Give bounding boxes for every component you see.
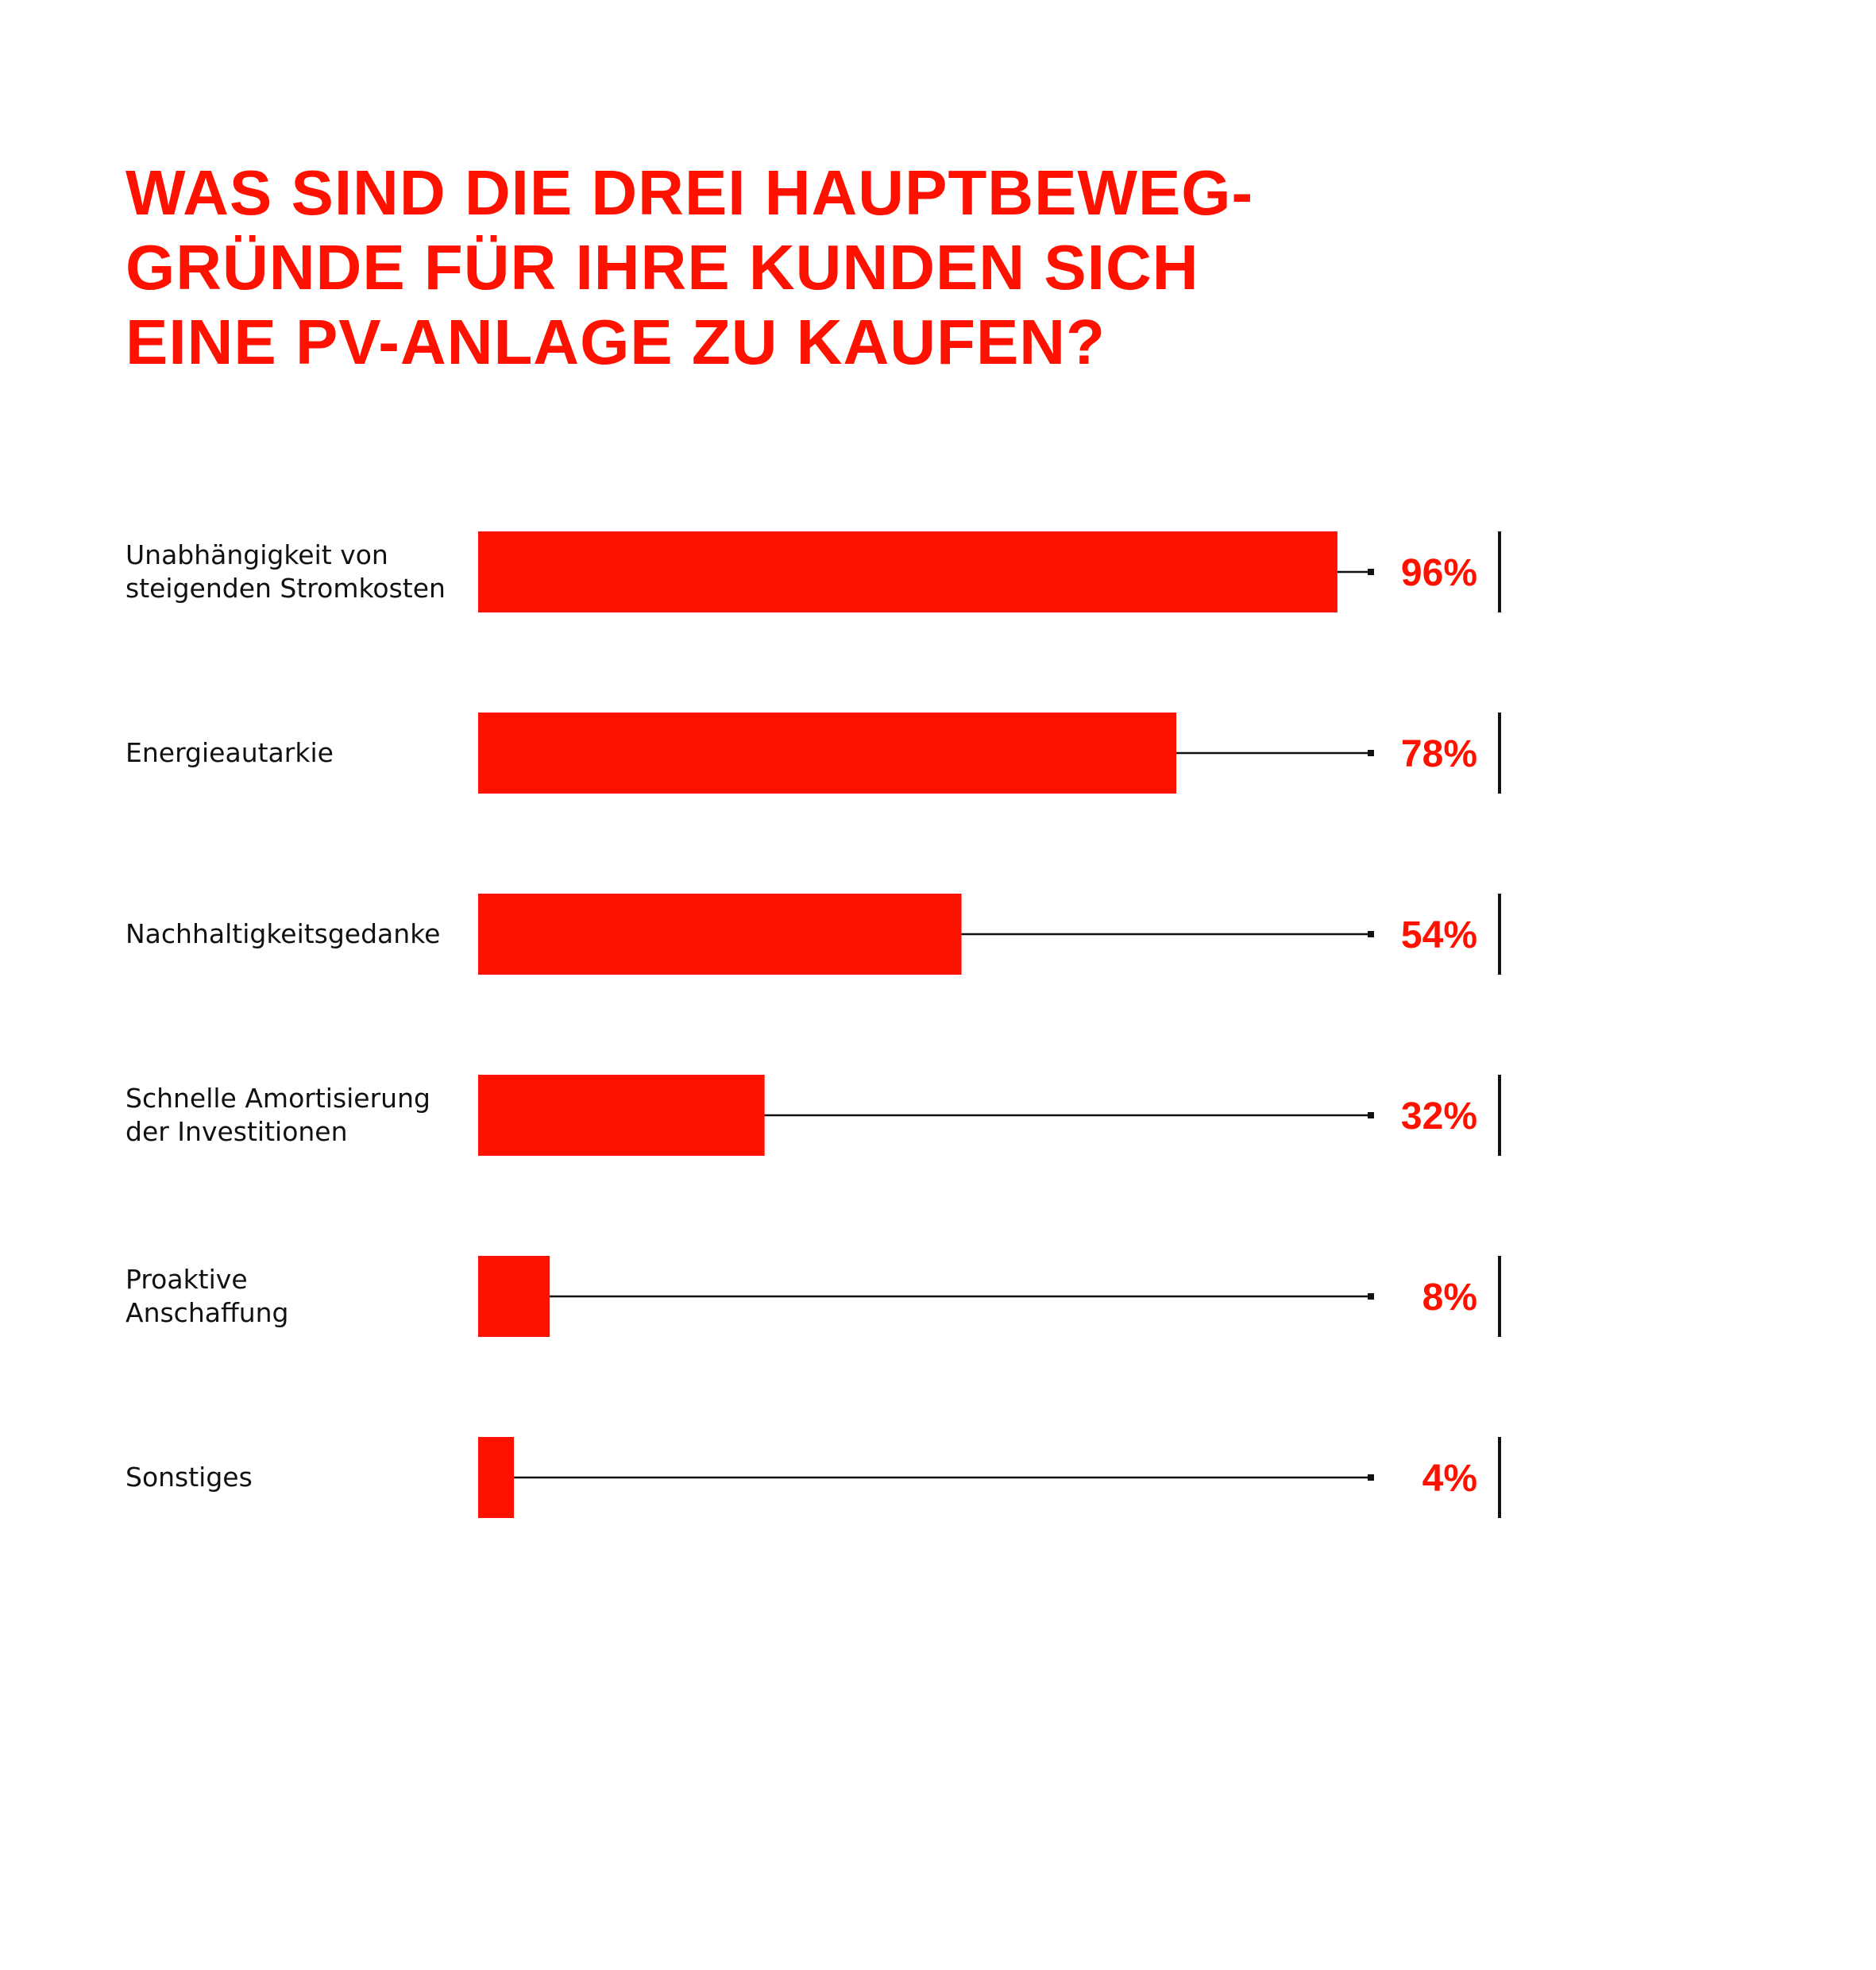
bar [478, 894, 962, 975]
connector-end-marker [1368, 931, 1374, 937]
title-line-2: GRÜNDE FÜR IHRE KUNDEN SICH [125, 232, 1199, 303]
category-label: Schnelle Amortisierung [125, 1083, 430, 1114]
connector-end-marker [1368, 750, 1374, 756]
value-label: 4% [1422, 1458, 1477, 1500]
connector-end-marker [1368, 1112, 1374, 1118]
category-label: Unabhängigkeit von [125, 539, 388, 570]
connector-end-marker [1368, 1293, 1374, 1300]
value-label: 78% [1401, 733, 1477, 775]
category-label: steigenden Stromkosten [125, 573, 446, 604]
category-label: Proaktive [125, 1264, 248, 1295]
category-label: Energieautarkie [125, 737, 334, 768]
chart-title: WAS SIND DIE DREI HAUPTBEWEG- GRÜNDE FÜR… [125, 156, 1635, 380]
value-label: 96% [1401, 552, 1477, 594]
connector-end-marker [1368, 569, 1374, 575]
bar [478, 713, 1177, 794]
title-line-1: WAS SIND DIE DREI HAUPTBEWEG- [125, 157, 1254, 228]
bar [478, 531, 1338, 612]
bar [478, 1075, 765, 1156]
category-label: Sonstiges [125, 1462, 253, 1493]
category-label: Nachhaltigkeitsgedanke [125, 918, 440, 949]
value-label: 8% [1422, 1277, 1477, 1319]
bar [478, 1437, 515, 1518]
bar [478, 1256, 550, 1337]
category-label: Anschaffung [125, 1297, 288, 1328]
value-label: 32% [1401, 1095, 1477, 1138]
connector-end-marker [1368, 1474, 1374, 1481]
title-line-3: EINE PV-ANLAGE ZU KAUFEN? [125, 307, 1106, 377]
value-label: 54% [1401, 914, 1477, 956]
category-label: der Investitionen [125, 1116, 348, 1147]
